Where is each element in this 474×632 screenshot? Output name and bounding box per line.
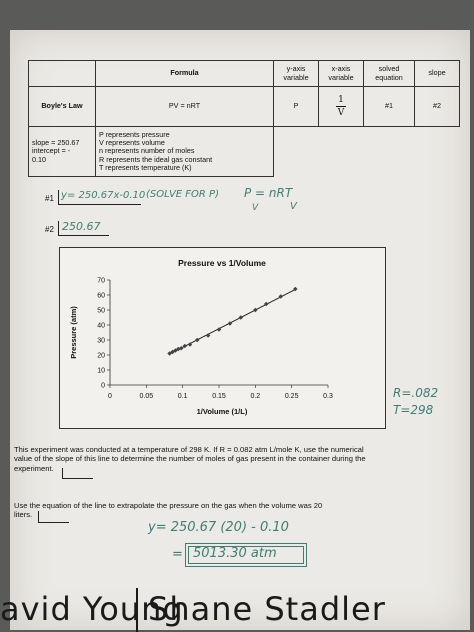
x-var-numerator: 1 [338,94,344,105]
footer-names: avid Young Shane Stadler [0,588,474,632]
answer-1-note: (SOLVE FOR P) [146,189,219,200]
question-1: This experiment was conducted at a tempe… [14,445,366,473]
answer-1-box [58,190,141,205]
definition-v: V represents volume [99,138,165,148]
pressure-volume-chart: Pressure vs 1/Volume 0 10 20 30 40 50 60 70 0 0.05… [69,258,333,416]
footer-name-left: avid Young [0,590,184,628]
fit-slope: slope = 250.67 [32,138,80,148]
chart-frame: Pressure vs 1/Volume 0 10 20 30 40 50 60 70 0 0.05… [59,247,386,429]
fit-intercept: intercept = - [32,146,71,156]
solved-cell: #1 [363,86,415,127]
y-tick-label: 0 [101,383,105,390]
x-tick-label: 0 [108,393,112,400]
definition-p: P represents pressure [99,129,170,139]
question-2: Use the equation of the line to extrapol… [14,501,322,520]
x-tick-label: 0.2 [250,393,260,400]
question-2-line-1: Use the equation of the line to extrapol… [14,501,323,510]
law-name: Boyle's Law [28,86,96,127]
x-axis-label: 1/Volume (1/L) [197,407,248,416]
answer-1-label: #1 [45,194,54,203]
question-1-line-2: value of the slope of this line to deter… [14,454,366,464]
y-tick-label: 10 [97,368,105,375]
x-tick-label: 0.15 [212,393,226,400]
x-tick-label: 0.3 [323,393,333,400]
formula-cell: PV = nRT [95,86,274,127]
fit-cell: slope = 250.67 intercept = - 0.10 [28,126,96,177]
header-solved: solved equation [363,60,415,87]
header-slope: slope [414,60,460,87]
corner-cell [28,60,96,87]
slope-cell: #2 [414,86,460,127]
final-answer: 5013.30 atm [193,546,277,561]
data-point [238,315,244,320]
footer-divider [136,588,138,632]
note-r-value: R=.082 [393,386,439,400]
y-tick-label: 50 [97,308,105,315]
note-t-value: T=298 [393,403,434,417]
x-var-cell: 1 V [318,86,364,127]
x-tick-label: 0.25 [285,393,299,400]
definition-r: R represents the ideal gas constant [99,154,213,164]
answer-2-text: 250.67 [62,220,101,233]
work-line-1: y= 250.67 (20) - 0.10 [148,520,289,535]
gas-law-table: Formula y-axis variable x-axis variable … [28,60,460,177]
answer-1-equation-denominator: V [290,201,297,212]
data-point [194,337,200,343]
question-2-line-2: liters. [14,510,33,520]
final-answer-box [185,543,307,567]
answer-2-label: #2 [45,225,54,234]
y-tick-label: 60 [97,293,105,300]
x-tick-label: 0.05 [140,393,154,400]
definition-t: T represents temperature (K) [99,162,192,172]
answer-3-box [62,468,93,479]
answer-4-box [38,511,69,523]
y-axis-label: Pressure (atm) [69,306,78,359]
x-tick-label: 0.1 [178,393,188,400]
question-1-line-3: experiment. [14,463,54,473]
chart-title: Pressure vs 1/Volume [178,258,266,268]
y-tick-label: 70 [97,278,105,285]
answer-1-text: y= 250.67x-0.10 [61,190,146,201]
header-x-axis: x-axis variable [318,60,364,87]
question-1-line-1: This experiment was conducted at a tempe… [14,445,364,454]
x-var-denominator: V [337,108,345,118]
x-var-fraction: 1 V [336,95,346,119]
header-y-axis: y-axis variable [273,60,319,87]
header-formula: Formula [95,60,274,87]
y-tick-label: 20 [97,353,105,360]
definitions-cell: P represents pressure V represents volum… [95,126,274,177]
answer-1-equation: P = nRT [244,186,293,200]
answer-2-box [58,221,109,236]
y-tick-label: 30 [97,338,105,345]
y-tick-label: 40 [97,323,105,330]
footer-name-right: Shane Stadler [148,590,386,628]
fit-intercept-value: 0.10 [32,154,46,164]
answer-1-v-note: V [252,203,259,213]
work-equals: = [172,547,183,562]
definition-n: n represents number of moles [99,146,195,156]
data-point [253,307,258,313]
y-var-cell: P [273,86,319,127]
